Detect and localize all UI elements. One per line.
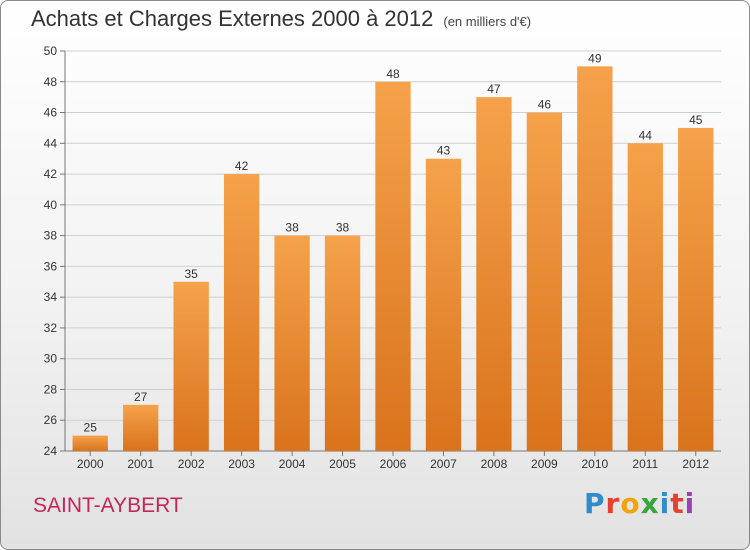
bar-value-label: 44 bbox=[639, 128, 653, 142]
bar bbox=[678, 127, 714, 451]
x-tick-label: 2002 bbox=[178, 457, 205, 471]
bar-value-label: 49 bbox=[588, 51, 602, 65]
commune-name: SAINT-AYBERT bbox=[33, 494, 183, 517]
bar-value-label: 48 bbox=[386, 67, 400, 81]
y-tick-label: 46 bbox=[44, 106, 58, 120]
y-tick-label: 24 bbox=[44, 444, 58, 458]
logo-letter: P bbox=[584, 487, 606, 520]
y-tick-label: 34 bbox=[44, 290, 58, 304]
x-tick-label: 2011 bbox=[632, 457, 658, 471]
bar-value-label: 38 bbox=[336, 221, 350, 235]
bar bbox=[577, 66, 613, 451]
logo-letter: i bbox=[659, 487, 671, 520]
bar bbox=[526, 112, 563, 452]
bar-value-label: 35 bbox=[184, 267, 198, 281]
y-tick-label: 36 bbox=[44, 259, 58, 273]
bar-value-label: 47 bbox=[487, 82, 501, 96]
x-tick-label: 2010 bbox=[581, 457, 608, 471]
y-tick-label: 26 bbox=[44, 413, 58, 427]
proxiti-logo: Proxiti bbox=[584, 487, 695, 520]
bar-value-label: 38 bbox=[285, 221, 299, 235]
y-tick-label: 32 bbox=[44, 321, 58, 335]
x-tick-label: 2009 bbox=[531, 457, 558, 471]
x-tick-label: 2000 bbox=[77, 457, 104, 471]
logo-letter: x bbox=[640, 487, 660, 520]
bar-value-label: 25 bbox=[84, 421, 98, 435]
logo-letter: t bbox=[670, 487, 685, 520]
bar-value-label: 42 bbox=[235, 159, 249, 173]
x-tick-label: 2008 bbox=[481, 457, 508, 471]
y-tick-label: 28 bbox=[44, 382, 58, 396]
bar-value-label: 27 bbox=[134, 390, 148, 404]
bar-value-label: 43 bbox=[437, 144, 451, 158]
chart-subtitle: (en milliers d'€) bbox=[443, 14, 532, 29]
bar bbox=[123, 404, 159, 451]
x-tick-label: 2005 bbox=[329, 457, 356, 471]
chart-title-text: Achats et Charges Externes 2000 à 2012 bbox=[31, 6, 434, 31]
bar bbox=[476, 97, 512, 452]
bar bbox=[627, 143, 663, 452]
bar-value-label: 46 bbox=[538, 98, 552, 112]
bar bbox=[223, 174, 260, 452]
bar bbox=[375, 81, 411, 452]
x-tick-label: 2004 bbox=[279, 457, 306, 471]
x-tick-label: 2006 bbox=[380, 457, 407, 471]
bar bbox=[324, 235, 361, 451]
y-tick-label: 44 bbox=[44, 136, 58, 150]
y-tick-label: 42 bbox=[44, 167, 58, 181]
bar bbox=[425, 158, 462, 451]
y-tick-label: 30 bbox=[44, 352, 58, 366]
x-tick-label: 2007 bbox=[430, 457, 457, 471]
y-tick-label: 48 bbox=[44, 75, 58, 89]
x-tick-label: 2003 bbox=[228, 457, 255, 471]
logo-letter: i bbox=[684, 487, 696, 520]
y-tick-label: 50 bbox=[44, 44, 58, 58]
chart-title: Achats et Charges Externes 2000 à 2012 (e… bbox=[31, 6, 531, 32]
bar bbox=[274, 235, 310, 451]
y-tick-label: 40 bbox=[44, 198, 58, 212]
bar bbox=[173, 281, 209, 451]
bar bbox=[72, 435, 108, 451]
y-tick-label: 38 bbox=[44, 229, 58, 243]
x-tick-label: 2012 bbox=[682, 457, 709, 471]
x-tick-label: 2001 bbox=[127, 457, 154, 471]
logo-letter: r bbox=[605, 487, 621, 520]
bar-value-label: 45 bbox=[689, 113, 703, 127]
logo-letter: o bbox=[620, 487, 641, 520]
